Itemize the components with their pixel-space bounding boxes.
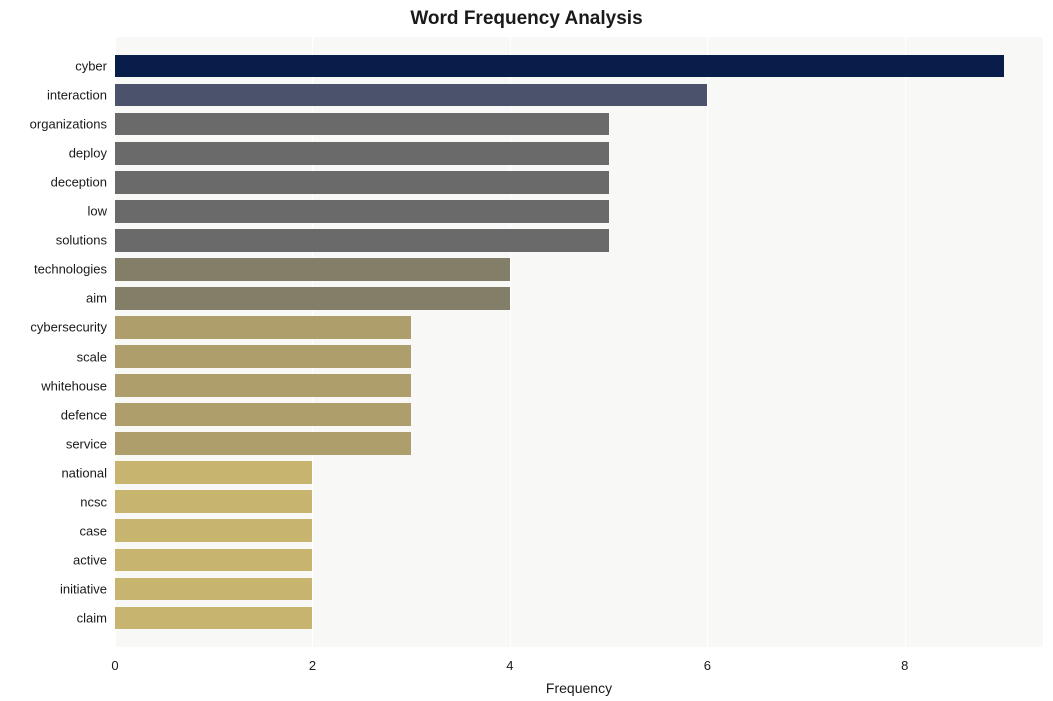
ytick-label: whitehouse: [0, 378, 107, 393]
bar: [115, 607, 312, 630]
bar: [115, 229, 609, 252]
ytick-label: defence: [0, 407, 107, 422]
xtick-label: 2: [309, 658, 316, 673]
ytick-label: technologies: [0, 262, 107, 277]
ytick-label: scale: [0, 349, 107, 364]
ytick-label: cybersecurity: [0, 320, 107, 335]
bar: [115, 55, 1004, 78]
bar: [115, 578, 312, 601]
bar: [115, 316, 411, 339]
xtick-label: 4: [506, 658, 513, 673]
bar: [115, 490, 312, 513]
chart-title: Word Frequency Analysis: [0, 8, 1053, 30]
xtick-label: 0: [111, 658, 118, 673]
bar: [115, 461, 312, 484]
bar: [115, 84, 707, 107]
bar: [115, 287, 510, 310]
chart-container: Word Frequency Analysis Frequency cyber i…: [0, 0, 1053, 701]
ytick-label: solutions: [0, 233, 107, 248]
ytick-label: national: [0, 465, 107, 480]
ytick-label: initiative: [0, 581, 107, 596]
bar: [115, 519, 312, 542]
gridline: [707, 37, 708, 647]
ytick-label: interaction: [0, 88, 107, 103]
bar: [115, 345, 411, 368]
gridline: [905, 37, 906, 647]
ytick-label: organizations: [0, 117, 107, 132]
ytick-label: service: [0, 436, 107, 451]
ytick-label: ncsc: [0, 494, 107, 509]
ytick-label: cyber: [0, 59, 107, 74]
ytick-label: deploy: [0, 146, 107, 161]
bar: [115, 171, 609, 194]
bar: [115, 258, 510, 281]
xaxis-label: Frequency: [546, 680, 612, 696]
bar: [115, 403, 411, 426]
bar: [115, 549, 312, 572]
xtick-label: 8: [901, 658, 908, 673]
ytick-label: aim: [0, 291, 107, 306]
bar: [115, 200, 609, 223]
ytick-label: active: [0, 552, 107, 567]
bar: [115, 142, 609, 165]
ytick-label: claim: [0, 610, 107, 625]
ytick-label: low: [0, 204, 107, 219]
ytick-label: deception: [0, 175, 107, 190]
xtick-label: 6: [704, 658, 711, 673]
bar: [115, 432, 411, 455]
plot-area: [115, 37, 1043, 647]
bar: [115, 113, 609, 136]
ytick-label: case: [0, 523, 107, 538]
bar: [115, 374, 411, 397]
